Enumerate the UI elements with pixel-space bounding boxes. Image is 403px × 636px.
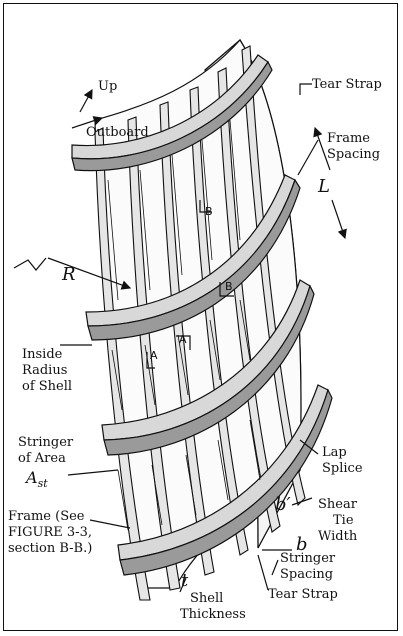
R-arrow	[47, 257, 132, 290]
lap-splice-label-1: Lap	[322, 445, 347, 460]
up-label: Up	[98, 79, 118, 94]
tear-strap-top-label: Tear Strap	[312, 77, 382, 92]
stringer-label-2: of Area	[18, 451, 66, 466]
tear-strap-bottom-leader	[257, 554, 269, 591]
frame-spacing-leader	[297, 139, 319, 176]
section-A-left-label: A	[150, 349, 158, 362]
tear-strap-bottom-label: Tear Strap	[268, 587, 338, 602]
up-arrow	[79, 88, 93, 113]
b-prime-label: b′	[275, 494, 291, 515]
R-zigzag	[13, 257, 47, 271]
L-arrow-down	[331, 199, 347, 240]
frames	[71, 54, 333, 576]
section-A-mid-label: A	[179, 333, 187, 346]
stringer-spacing-label-2: Spacing	[280, 567, 334, 582]
lap-splice-label-2: Splice	[322, 461, 363, 476]
b-label: b	[296, 534, 308, 555]
inside-radius-label-1: Inside	[22, 347, 63, 362]
frame-1-flange	[71, 60, 273, 172]
leaders	[13, 83, 347, 593]
shell-thickness-label-1: Shell	[190, 591, 224, 606]
shear-tie-label-2: Tie	[333, 513, 354, 528]
frame-3-flange	[103, 284, 315, 456]
L-arrow-up	[313, 126, 331, 171]
inside-radius-label-2: Radius	[22, 363, 68, 378]
section-B-mid-mark	[219, 282, 234, 297]
stringer-2	[127, 116, 181, 591]
frame-see-leader	[89, 519, 131, 529]
lap-splice-leader	[299, 439, 319, 455]
t-leader	[179, 577, 187, 593]
outboard-label: Outboard	[86, 125, 149, 140]
frame-see-label-1: Frame (See	[8, 509, 85, 524]
section-A-left-mark	[146, 352, 155, 369]
frame-4-flange	[119, 388, 333, 576]
ast-label: Ast	[26, 468, 48, 491]
frame-see-label-2: FIGURE 3-3,	[8, 525, 92, 540]
R-label: R	[62, 264, 76, 285]
stringer-leader	[67, 469, 119, 476]
section-B-top-label: B	[205, 205, 213, 218]
tear-strap-top-leader	[299, 83, 312, 95]
shear-tie-leader	[291, 497, 313, 506]
outboard-arrow	[71, 116, 104, 129]
frame-see-label-3: section B-B.)	[8, 541, 93, 556]
inside-radius-label-3: of Shell	[22, 379, 73, 394]
stringer-3	[159, 101, 215, 576]
section-B-top-mark	[199, 200, 212, 213]
t-label: t	[181, 570, 189, 591]
stringer-spacing-label-1: Stringer	[280, 551, 336, 566]
shear-tie-label-1: Shear	[318, 497, 357, 512]
section-A-mid-mark	[176, 335, 191, 350]
section-markers	[146, 200, 234, 369]
stringer-spacing-leader	[271, 559, 279, 576]
frame-spacing-label-1: Frame	[327, 131, 371, 146]
frame-2-flange	[87, 178, 301, 341]
stringer-1	[94, 127, 151, 601]
shear-ties	[107, 119, 261, 531]
shear-tie-label-3: Width	[318, 529, 358, 544]
section-B-mid-label: B	[225, 280, 233, 293]
stringer-label-1: Stringer	[18, 435, 74, 450]
L-label: L	[318, 176, 330, 197]
frame-spacing-label-2: Spacing	[327, 147, 381, 162]
shell-thickness-label-2: Thickness	[180, 607, 246, 622]
